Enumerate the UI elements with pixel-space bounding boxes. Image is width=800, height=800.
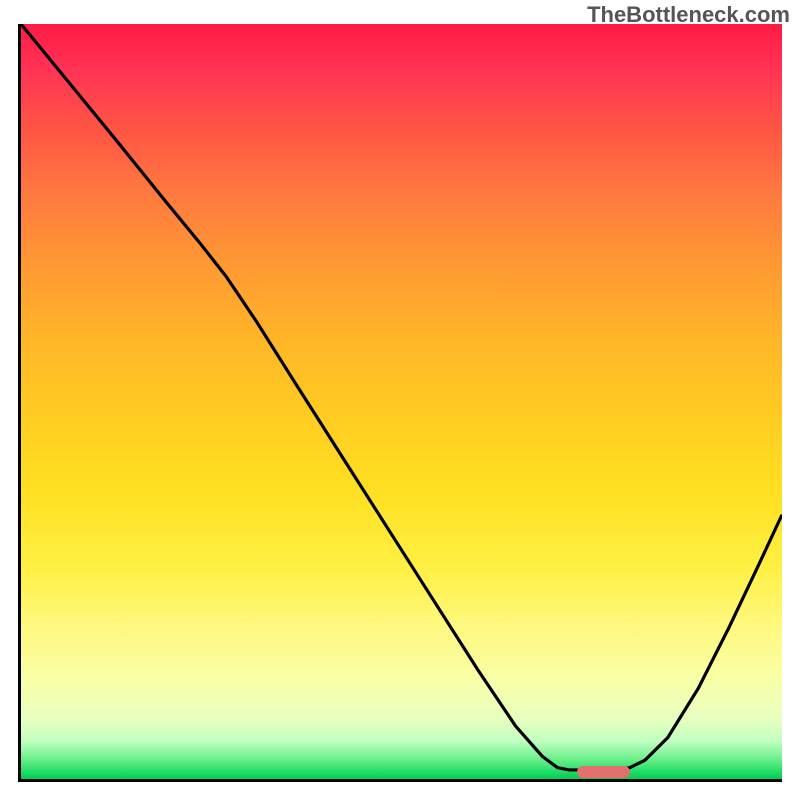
curve-layer (21, 24, 782, 779)
chart-container: TheBottleneck.com (0, 0, 800, 800)
watermark-text: TheBottleneck.com (587, 2, 790, 28)
curve-path (21, 24, 782, 770)
indicator-marker (577, 766, 630, 778)
plot-area (18, 24, 782, 782)
